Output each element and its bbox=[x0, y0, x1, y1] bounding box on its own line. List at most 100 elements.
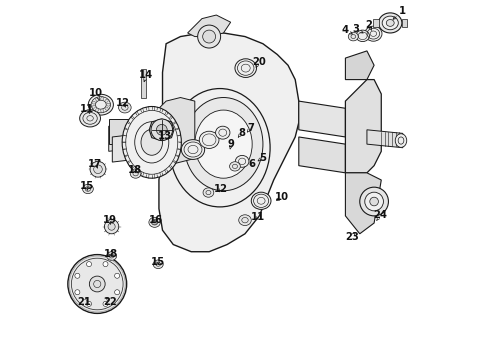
Circle shape bbox=[68, 255, 126, 314]
Text: 11: 11 bbox=[250, 212, 265, 221]
Circle shape bbox=[87, 301, 92, 306]
Text: 13: 13 bbox=[157, 131, 171, 141]
Text: 10: 10 bbox=[275, 192, 289, 202]
Ellipse shape bbox=[199, 131, 219, 148]
Text: 18: 18 bbox=[127, 165, 142, 175]
Polygon shape bbox=[159, 98, 195, 166]
Text: 17: 17 bbox=[88, 159, 102, 169]
Ellipse shape bbox=[96, 108, 98, 112]
Ellipse shape bbox=[130, 169, 141, 178]
Text: 1: 1 bbox=[399, 6, 406, 17]
Polygon shape bbox=[345, 173, 381, 234]
Circle shape bbox=[197, 25, 220, 48]
Ellipse shape bbox=[122, 107, 181, 178]
Circle shape bbox=[104, 220, 119, 234]
Ellipse shape bbox=[92, 101, 96, 104]
Circle shape bbox=[156, 125, 167, 135]
Ellipse shape bbox=[184, 98, 263, 191]
Text: 16: 16 bbox=[149, 215, 163, 225]
Ellipse shape bbox=[216, 126, 230, 139]
Circle shape bbox=[87, 262, 92, 267]
Ellipse shape bbox=[80, 110, 100, 127]
Circle shape bbox=[89, 276, 105, 292]
Polygon shape bbox=[367, 130, 403, 148]
Polygon shape bbox=[112, 130, 173, 162]
Ellipse shape bbox=[107, 252, 117, 260]
Text: 11: 11 bbox=[79, 104, 94, 114]
Circle shape bbox=[115, 290, 120, 295]
Ellipse shape bbox=[96, 98, 98, 101]
Circle shape bbox=[203, 30, 216, 43]
Text: 7: 7 bbox=[247, 123, 254, 133]
Text: 6: 6 bbox=[248, 159, 256, 169]
Text: 20: 20 bbox=[252, 57, 266, 67]
Ellipse shape bbox=[101, 97, 103, 100]
Circle shape bbox=[115, 273, 120, 278]
Polygon shape bbox=[373, 19, 379, 27]
Ellipse shape bbox=[382, 16, 398, 30]
Polygon shape bbox=[188, 15, 231, 37]
Text: 9: 9 bbox=[228, 139, 235, 149]
Text: 21: 21 bbox=[77, 297, 91, 307]
Ellipse shape bbox=[101, 109, 103, 112]
Ellipse shape bbox=[105, 99, 108, 102]
Polygon shape bbox=[402, 19, 408, 27]
Ellipse shape bbox=[88, 94, 113, 115]
Text: 5: 5 bbox=[259, 153, 266, 163]
Text: 15: 15 bbox=[79, 181, 94, 192]
Polygon shape bbox=[159, 33, 299, 252]
Text: 12: 12 bbox=[214, 184, 228, 194]
Text: 2: 2 bbox=[365, 20, 372, 30]
Ellipse shape bbox=[195, 110, 252, 178]
Ellipse shape bbox=[356, 30, 369, 41]
Ellipse shape bbox=[149, 217, 160, 227]
Circle shape bbox=[75, 273, 80, 278]
Ellipse shape bbox=[181, 140, 205, 159]
Polygon shape bbox=[345, 80, 381, 173]
Ellipse shape bbox=[92, 105, 96, 108]
Circle shape bbox=[90, 161, 106, 177]
Circle shape bbox=[108, 223, 115, 230]
Polygon shape bbox=[109, 119, 173, 144]
Polygon shape bbox=[109, 119, 173, 151]
Ellipse shape bbox=[153, 260, 163, 269]
Ellipse shape bbox=[141, 130, 163, 155]
Text: 24: 24 bbox=[373, 210, 388, 220]
Circle shape bbox=[360, 187, 389, 216]
Text: 8: 8 bbox=[238, 129, 245, 138]
Ellipse shape bbox=[107, 103, 110, 106]
Polygon shape bbox=[345, 51, 374, 80]
Ellipse shape bbox=[386, 19, 394, 26]
Ellipse shape bbox=[105, 107, 108, 110]
Circle shape bbox=[370, 197, 378, 206]
Circle shape bbox=[94, 165, 102, 174]
Polygon shape bbox=[149, 119, 174, 140]
Text: 3: 3 bbox=[352, 24, 359, 34]
Circle shape bbox=[103, 301, 108, 306]
Text: 15: 15 bbox=[151, 257, 165, 267]
Polygon shape bbox=[299, 101, 345, 137]
Circle shape bbox=[103, 262, 108, 267]
Text: 23: 23 bbox=[345, 232, 359, 242]
Ellipse shape bbox=[239, 215, 251, 226]
Text: 12: 12 bbox=[115, 98, 129, 108]
Ellipse shape bbox=[365, 26, 382, 41]
Text: 22: 22 bbox=[104, 297, 118, 307]
Ellipse shape bbox=[348, 32, 358, 41]
Ellipse shape bbox=[395, 134, 407, 147]
Circle shape bbox=[365, 192, 383, 211]
Text: 4: 4 bbox=[342, 25, 349, 35]
Ellipse shape bbox=[230, 162, 240, 171]
Ellipse shape bbox=[235, 59, 256, 77]
Circle shape bbox=[75, 290, 80, 295]
Bar bbox=[141, 69, 146, 98]
Ellipse shape bbox=[203, 188, 214, 197]
Polygon shape bbox=[299, 137, 345, 173]
Circle shape bbox=[151, 119, 172, 140]
Ellipse shape bbox=[119, 102, 131, 113]
Text: 19: 19 bbox=[102, 215, 117, 225]
Ellipse shape bbox=[379, 13, 402, 33]
Ellipse shape bbox=[251, 192, 271, 210]
Text: 14: 14 bbox=[139, 70, 153, 80]
Ellipse shape bbox=[82, 184, 93, 194]
